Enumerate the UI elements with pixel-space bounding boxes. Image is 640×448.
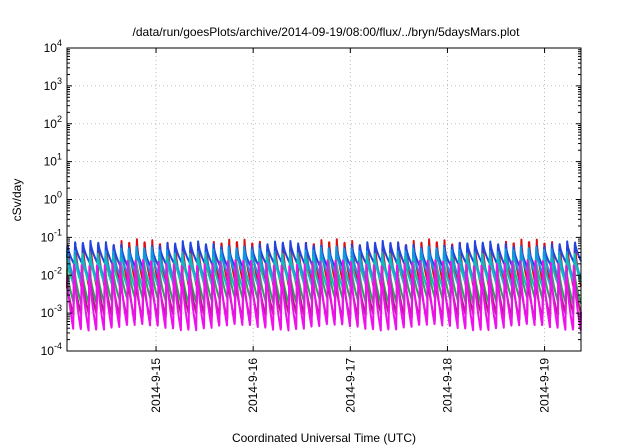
y-tick-label: 102 (44, 114, 62, 131)
x-tick-label: 2014-9-15 (149, 358, 163, 413)
x-tick-label: 2014-9-17 (343, 358, 357, 413)
series-layer (66, 238, 582, 332)
x-tick-label: 2014-9-19 (538, 358, 552, 413)
x-axis: 2014-9-15 2014-9-16 2014-9-17 2014-9-18 2014… (149, 48, 552, 413)
y-tick-label: 10-1 (41, 227, 62, 244)
y-tick-label: 103 (44, 76, 62, 93)
x-tick-label: 2014-9-18 (440, 358, 454, 413)
y-tick-label: 10-2 (41, 265, 62, 282)
y-axis-label: cSv/day (10, 179, 24, 222)
y-tick-label: 101 (44, 152, 62, 169)
y-tick-label: 100 (44, 190, 62, 207)
y-axis: 10-4 10-3 10-2 10-1 100 101 102 103 104 (41, 38, 581, 358)
series-line (66, 252, 582, 291)
y-tick-label: 10-3 (41, 303, 62, 320)
y-tick-label: 10-4 (41, 341, 62, 358)
series-line (66, 259, 582, 332)
y-tick-label: 104 (44, 38, 62, 55)
chart-title: /data/run/goesPlots/archive/2014-09-19/0… (133, 25, 521, 39)
x-axis-label: Coordinated Universal Time (UTC) (232, 431, 416, 445)
series-line (66, 245, 582, 281)
x-tick-label: 2014-9-16 (246, 358, 260, 413)
